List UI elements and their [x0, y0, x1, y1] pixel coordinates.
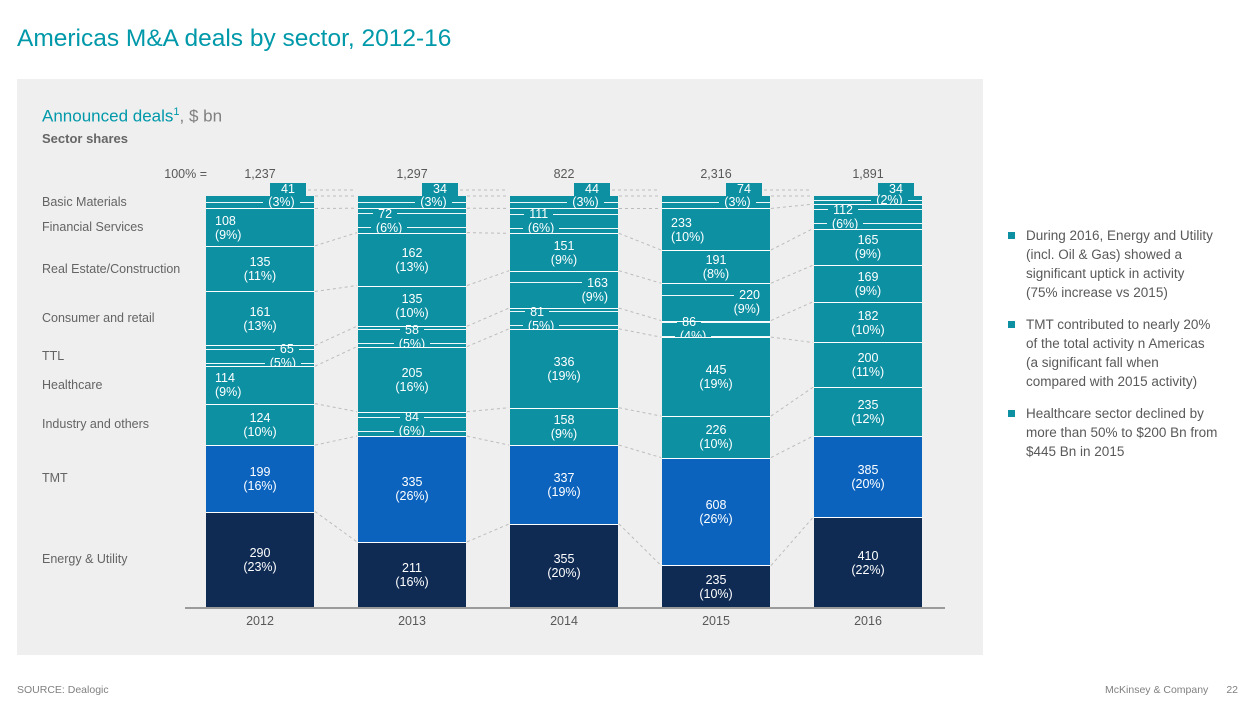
footnote-marker: 1	[173, 106, 180, 118]
total-label-2012: 1,237	[244, 167, 276, 181]
bar-2016-seg-healthcare: 200 (11%)	[814, 342, 922, 388]
bar-2015-seg-financial-services: 233 (10%)	[662, 208, 770, 250]
bar-2014-seg-ttl: 81 (5%)	[510, 305, 618, 333]
bar-2016-seg-basic-materials: (2%)	[814, 193, 922, 207]
bar-2014-seg-energy-utility: 355 (20%)	[510, 523, 618, 607]
bar-2012-seg-tmt: 199 (16%)	[206, 445, 314, 512]
bullet-square-icon	[1008, 321, 1015, 328]
bar-2013-seg-ttl: 58 (5%)	[358, 323, 466, 351]
bar-2012-seg-real-estate-construction: 135 (11%)	[206, 245, 314, 292]
bar-2012-seg-energy-utility: 290 (23%)	[206, 511, 314, 607]
bar-2016-seg-tmt: 385 (20%)	[814, 436, 922, 518]
page-title: Americas M&A deals by sector, 2012-16	[17, 25, 452, 52]
bar-2013-seg-basic-materials: (3%)	[358, 195, 466, 209]
sector-label-energy-utility: Energy & Utility	[42, 552, 128, 567]
bar-2012-seg-financial-services: 108 (9%)	[206, 208, 314, 246]
basic-materials-value-tab-2012: 41	[270, 183, 306, 196]
bar-2013: (3%) 72 (6%) 162 (13%) 135 (10%) 58 (5%) 205 (16%)…	[358, 195, 466, 607]
bar-2015-seg-energy-utility: 235 (10%)	[662, 565, 770, 607]
bar-2015: (3%)233(10%)191(8%)220(9%)86(4%)445(19%)…	[662, 195, 770, 607]
total-label-2013: 1,297	[396, 167, 428, 181]
chart-subtitle: Announced deals1, $ bn	[42, 106, 222, 127]
footer-brand-page: McKinsey & Company 22	[1105, 684, 1238, 696]
sector-shares-label: Sector shares	[42, 131, 128, 146]
basic-materials-value-tab-2013: 34	[422, 183, 458, 196]
total-label-2015: 2,316	[700, 167, 732, 181]
insight-item: Healthcare sector declined by more than …	[1008, 404, 1232, 461]
bar-2012-seg-consumer-and-retail: 161 (13%)	[206, 291, 314, 346]
sector-label-industry-and-others: Industry and others	[42, 417, 150, 432]
bar-2012-seg-healthcare: 114 (9%)	[206, 366, 314, 404]
sector-label-basic-materials: Basic Materials	[42, 195, 127, 210]
bar-2013-seg-tmt: 335 (26%)	[358, 436, 466, 542]
sector-label-financial-services: Financial Services	[42, 220, 144, 235]
bar-2015-seg-industry-and-others: 226 (10%)	[662, 416, 770, 458]
bar-2012-seg-basic-materials: (3%)	[206, 195, 314, 209]
subtitle-unit: , $ bn	[179, 106, 223, 126]
year-label-2014: 2014	[550, 614, 578, 628]
bar-2012-seg-ttl: 65 (5%)	[206, 342, 314, 370]
basic-materials-value-tab-2014: 44	[574, 183, 610, 196]
year-label-2013: 2013	[398, 614, 426, 628]
sector-label-tmt: TMT	[42, 471, 68, 486]
bar-2013-seg-energy-utility: 211 (16%)	[358, 541, 466, 607]
bar-2013-seg-financial-services: 72 (6%)	[358, 207, 466, 235]
insight-item: TMT contributed to nearly 20% of the tot…	[1008, 315, 1232, 391]
insight-text: During 2016, Energy and Utility (incl. O…	[1026, 228, 1213, 300]
bar-2012: (3%) 108 (9%) 135 (11%) 161 (13%) 65 (5%) 114 (9%)…	[206, 195, 314, 607]
bar-2014-seg-industry-and-others: 158 (9%)	[510, 407, 618, 446]
bullet-square-icon	[1008, 232, 1015, 239]
bar-2014: (3%) 111 (6%) 151 (9%) 163 (9%) 81 (5%) 336 (19%) 1…	[510, 195, 618, 607]
bar-2013-seg-consumer-and-retail: 135 (10%)	[358, 285, 466, 327]
bar-2016-seg-consumer-and-retail: 169 (9%)	[814, 265, 922, 302]
year-label-2016: 2016	[854, 614, 882, 628]
bar-2015-seg-healthcare: 445 (19%)	[662, 337, 770, 417]
insights-list: During 2016, Energy and Utility (incl. O…	[1008, 226, 1232, 474]
insight-text: Healthcare sector declined by more than …	[1026, 406, 1218, 459]
year-label-2012: 2012	[246, 614, 274, 628]
insight-item: During 2016, Energy and Utility (incl. O…	[1008, 226, 1232, 302]
bar-2015-seg-tmt: 608 (26%)	[662, 457, 770, 566]
bar-2015-seg-real-estate-construction: 191 (8%)	[662, 249, 770, 284]
basic-materials-value-tab-2016: 34	[878, 183, 914, 196]
bar-2013-seg-healthcare: 205 (16%)	[358, 346, 466, 412]
total-label-2014: 822	[553, 167, 575, 181]
bar-2014-seg-basic-materials: (3%)	[510, 195, 618, 209]
sector-label-ttl: TTL	[42, 348, 65, 363]
source-note: SOURCE: Dealogic	[17, 684, 109, 696]
x-axis-line	[185, 607, 945, 609]
bar-2016-seg-energy-utility: 410 (22%)	[814, 517, 922, 607]
bar-2014-seg-consumer-and-retail: 163 (9%)	[510, 270, 618, 309]
bar-2016-seg-ttl: 182 (10%)	[814, 301, 922, 343]
insight-text: TMT contributed to nearly 20% of the tot…	[1026, 317, 1211, 389]
bar-2012-seg-industry-and-others: 124 (10%)	[206, 403, 314, 446]
bar-2016-seg-industry-and-others: 235 (12%)	[814, 387, 922, 437]
sector-label-healthcare: Healthcare	[42, 377, 103, 392]
bar-2015-seg-consumer-and-retail: 220 (9%)	[662, 283, 770, 321]
sector-label-real-estate-construction: Real Estate/Construction	[42, 261, 181, 276]
bar-2013-seg-industry-and-others: 84 (6%)	[358, 410, 466, 438]
subtitle-announced-deals: Announced deals	[42, 106, 174, 126]
bar-2013-seg-real-estate-construction: 162 (13%)	[358, 232, 466, 286]
basic-materials-value-tab-2015: 74	[726, 183, 762, 196]
bar-2016-seg-real-estate-construction: 165 (9%)	[814, 228, 922, 266]
bar-2015-seg-basic-materials: (3%)	[662, 195, 770, 209]
bar-2014-seg-real-estate-construction: 151 (9%)	[510, 233, 618, 271]
bar-2014-seg-financial-services: 111 (6%)	[510, 207, 618, 235]
bullet-square-icon	[1008, 410, 1015, 417]
bar-2014-seg-tmt: 337 (19%)	[510, 445, 618, 524]
sector-label-consumer-and-retail: Consumer and retail	[42, 311, 155, 326]
year-label-2015: 2015	[702, 614, 730, 628]
total-label-2016: 1,891	[852, 167, 884, 181]
hundred-percent-label: 100% =	[164, 167, 207, 181]
bar-2015-seg-ttl: 86(4%)	[662, 315, 770, 343]
page-number: 22	[1226, 684, 1238, 696]
bar-2016: (2%) 112 (6%) 165 (9%) 169 (9%) 182 (10%) 200 (11%…	[814, 193, 922, 607]
brand-name: McKinsey & Company	[1105, 684, 1209, 696]
bar-2016-seg-financial-services: 112 (6%)	[814, 203, 922, 231]
bar-2014-seg-healthcare: 336 (19%)	[510, 328, 618, 408]
